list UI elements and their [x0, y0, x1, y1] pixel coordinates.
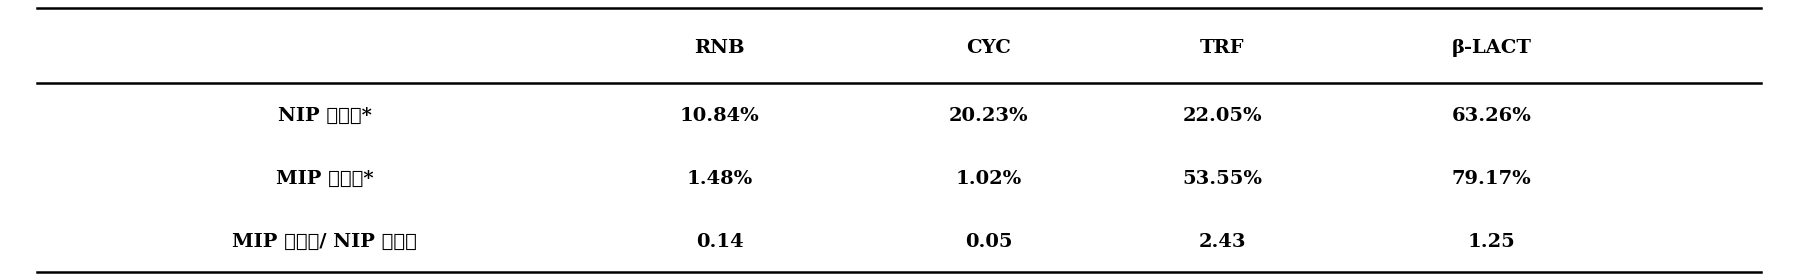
Text: 1.48%: 1.48% [687, 170, 753, 188]
Text: CYC: CYC [966, 39, 1010, 57]
Text: 63.26%: 63.26% [1451, 107, 1532, 125]
Text: 0.14: 0.14 [696, 233, 743, 251]
Text: MIP 吸附量/ NIP 吸附量: MIP 吸附量/ NIP 吸附量 [232, 233, 417, 251]
Text: 22.05%: 22.05% [1183, 107, 1262, 125]
Text: RNB: RNB [694, 39, 744, 57]
Text: 79.17%: 79.17% [1451, 170, 1532, 188]
Text: NIP 吸附量*: NIP 吸附量* [277, 107, 372, 125]
Text: 10.84%: 10.84% [680, 107, 759, 125]
Text: 0.05: 0.05 [966, 233, 1012, 251]
Text: 20.23%: 20.23% [949, 107, 1028, 125]
Text: β-LACT: β-LACT [1451, 39, 1532, 57]
Text: MIP 吸附量*: MIP 吸附量* [275, 170, 374, 188]
Text: 1.25: 1.25 [1467, 233, 1516, 251]
Text: TRF: TRF [1199, 39, 1244, 57]
Text: 2.43: 2.43 [1199, 233, 1246, 251]
Text: 1.02%: 1.02% [955, 170, 1021, 188]
Text: 53.55%: 53.55% [1181, 170, 1262, 188]
